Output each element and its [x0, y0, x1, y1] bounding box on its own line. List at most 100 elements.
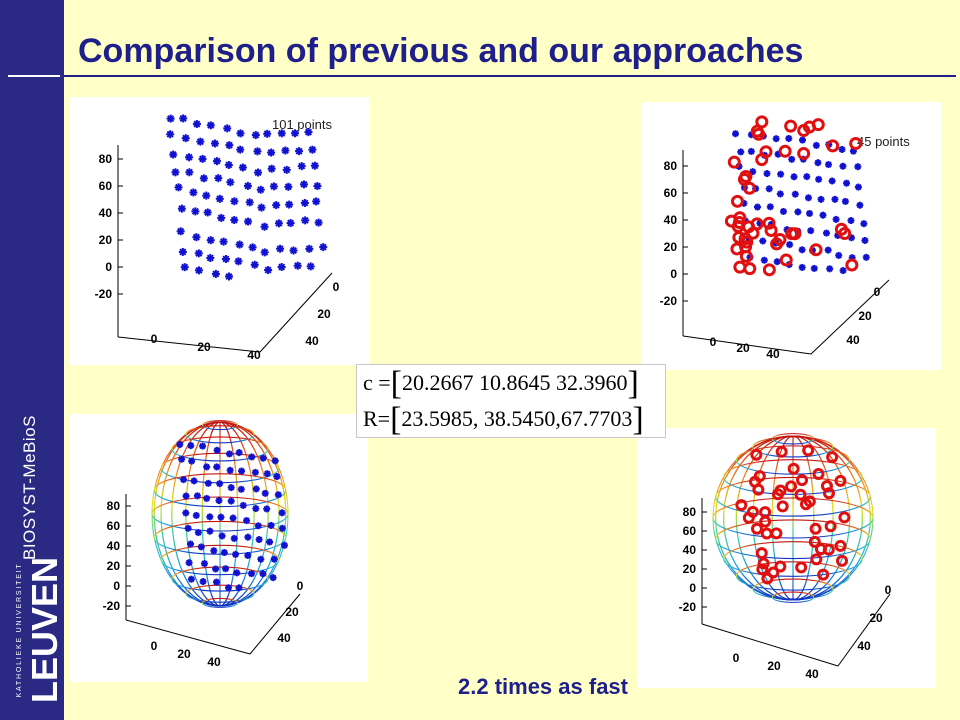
data-point-marker — [753, 203, 761, 211]
data-point-marker — [277, 262, 286, 271]
plot-bottom-right: 80 60 40 20 0 -20 0 20 40 0 20 40 — [638, 428, 936, 688]
slide-title: Comparison of previous and our approache… — [78, 32, 804, 70]
data-point-marker — [772, 135, 780, 143]
data-point-marker — [762, 216, 776, 230]
y-tick-label: 0 — [885, 583, 892, 597]
data-point-marker — [836, 554, 849, 567]
data-point-marker — [834, 474, 847, 487]
plot-bottom-left: 80 60 40 20 0 -20 0 20 40 0 20 40 — [70, 414, 368, 682]
data-point-marker — [180, 476, 188, 484]
data-point-marker — [810, 553, 823, 566]
data-point-marker — [187, 442, 195, 450]
z-tick-label: 60 — [664, 186, 678, 200]
data-point-marker — [740, 235, 754, 249]
y-tick-label: 40 — [305, 334, 319, 348]
data-point-marker — [212, 565, 220, 573]
data-point-marker — [755, 547, 768, 560]
data-point-marker — [234, 257, 243, 266]
data-point-marker — [199, 442, 207, 450]
data-point-marker — [843, 179, 851, 187]
data-point-marker — [270, 555, 278, 563]
data-point-marker — [750, 217, 764, 231]
data-point-marker — [845, 258, 859, 272]
data-point-marker — [213, 446, 221, 454]
data-point-marker — [839, 162, 847, 170]
data-point-marker — [815, 175, 823, 183]
data-point-marker — [810, 264, 818, 272]
data-point-marker — [289, 246, 298, 255]
data-point-marker — [202, 191, 211, 200]
data-point-marker — [203, 494, 211, 502]
data-point-marker — [803, 173, 811, 181]
data-point-marker — [206, 513, 214, 521]
x-tick-label: 20 — [177, 647, 191, 661]
data-point-marker — [306, 262, 315, 271]
data-point-marker — [248, 243, 257, 252]
data-point-marker — [277, 129, 286, 138]
data-point-marker — [822, 229, 830, 237]
data-point-marker — [819, 211, 827, 219]
data-point-marker — [221, 255, 230, 264]
data-point-marker — [305, 244, 314, 253]
data-point-marker — [254, 168, 263, 177]
data-point-marker — [814, 159, 822, 167]
data-point-marker — [735, 499, 748, 512]
y-tick-label: 40 — [277, 631, 291, 645]
data-point-marker — [267, 148, 276, 157]
data-point-marker — [264, 266, 273, 275]
data-point-marker — [764, 224, 778, 238]
data-point-marker — [310, 161, 319, 170]
data-point-marker — [757, 557, 770, 570]
data-point-marker — [251, 468, 259, 476]
data-point-marker — [301, 216, 310, 225]
y-tick-label: 40 — [846, 333, 860, 347]
data-point-marker — [724, 214, 738, 228]
data-point-marker — [750, 522, 763, 535]
z-tick-label: 20 — [664, 240, 678, 254]
data-point-marker — [773, 258, 781, 266]
data-point-marker — [824, 246, 832, 254]
data-point-marker — [276, 244, 285, 253]
data-point-marker — [206, 121, 215, 130]
data-point-marker — [196, 137, 205, 146]
y-tick-label: 20 — [285, 605, 299, 619]
data-point-marker — [730, 242, 744, 256]
data-point-marker — [313, 182, 322, 191]
data-point-marker — [191, 207, 200, 216]
data-point-marker — [834, 222, 848, 236]
data-point-marker — [739, 170, 753, 184]
z-tick-label: 40 — [99, 206, 113, 220]
x-tick-label: 0 — [733, 651, 740, 665]
data-point-marker — [308, 145, 317, 154]
data-point-marker — [743, 181, 757, 195]
data-point-marker — [166, 130, 175, 139]
y-tick-label: 20 — [317, 307, 331, 321]
data-point-marker — [809, 243, 823, 257]
data-point-marker — [796, 474, 809, 487]
data-point-marker — [824, 520, 837, 533]
data-point-marker — [200, 560, 208, 568]
z-tick-label: 80 — [683, 505, 697, 519]
data-point-marker — [759, 237, 767, 245]
data-point-marker — [212, 157, 221, 166]
data-point-marker — [255, 536, 263, 544]
x-tick-label: 0 — [710, 335, 717, 349]
data-point-marker — [252, 485, 260, 493]
data-point-marker — [189, 188, 198, 197]
department-label: BIOSYST-MeBioS — [20, 415, 39, 560]
data-point-marker — [761, 572, 774, 585]
z-tick-label: 40 — [683, 543, 697, 557]
data-point-marker — [319, 243, 328, 252]
z-tick-label: 0 — [689, 581, 696, 595]
x-axis — [117, 336, 261, 353]
data-point-marker — [226, 178, 235, 187]
y-tick-label: 20 — [869, 611, 883, 625]
data-point-marker — [194, 266, 203, 275]
z-tick-label: -20 — [660, 294, 678, 308]
data-point-marker — [826, 451, 839, 464]
data-point-marker — [752, 127, 766, 141]
data-point-marker — [732, 130, 740, 138]
data-point-marker — [214, 174, 223, 183]
data-point-marker — [776, 190, 784, 198]
